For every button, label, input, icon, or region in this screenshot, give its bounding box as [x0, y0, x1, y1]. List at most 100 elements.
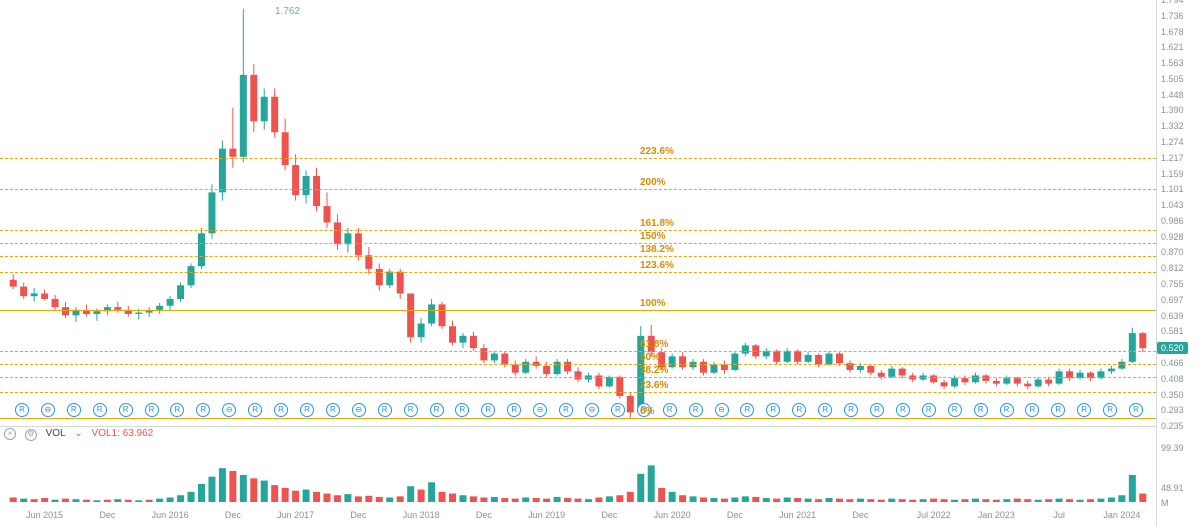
candle-body[interactable] [146, 310, 153, 313]
candle-body[interactable] [177, 285, 184, 299]
candle-body[interactable] [72, 310, 79, 315]
volume-bar[interactable] [805, 499, 812, 502]
indicator-dot[interactable]: R [455, 403, 469, 417]
candle-body[interactable] [470, 336, 477, 348]
candle-body[interactable] [888, 369, 895, 377]
volume-bar[interactable] [376, 497, 383, 502]
candle-body[interactable] [616, 377, 623, 396]
volume-bar[interactable] [397, 496, 404, 502]
candle-body[interactable] [104, 307, 111, 311]
indicator-dot[interactable]: ⊖ [352, 403, 366, 417]
candle-body[interactable] [31, 293, 38, 296]
candle-body[interactable] [564, 362, 571, 372]
volume-bar[interactable] [167, 497, 174, 502]
volume-bar[interactable] [449, 494, 456, 502]
volume-bar[interactable] [899, 499, 906, 502]
candle-body[interactable] [501, 354, 508, 365]
candle-body[interactable] [386, 272, 393, 286]
indicator-dot[interactable]: R [559, 403, 573, 417]
volume-bar[interactable] [1077, 500, 1084, 502]
indicator-dot[interactable]: R [481, 403, 495, 417]
candle-body[interactable] [878, 373, 885, 377]
candle-body[interactable] [365, 255, 372, 269]
candle-body[interactable] [1097, 371, 1104, 378]
candle-body[interactable] [700, 362, 707, 373]
volume-bar[interactable] [815, 499, 822, 502]
indicator-dot[interactable]: R [1051, 403, 1065, 417]
volume-bar[interactable] [731, 497, 738, 502]
volume-bar[interactable] [1129, 475, 1136, 502]
volume-bar[interactable] [888, 499, 895, 502]
indicator-dot[interactable]: R [870, 403, 884, 417]
volume-bar[interactable] [208, 477, 215, 502]
volume-bar[interactable] [31, 499, 38, 502]
candle-body[interactable] [721, 365, 728, 370]
candle-body[interactable] [376, 269, 383, 285]
indicator-dot[interactable]: R [1129, 403, 1143, 417]
indicator-dot[interactable]: R [326, 403, 340, 417]
volume-bar[interactable] [501, 498, 508, 502]
volume-bar[interactable] [104, 500, 111, 502]
indicator-dot[interactable]: R [1025, 403, 1039, 417]
volume-bar[interactable] [941, 499, 948, 502]
candle-body[interactable] [554, 362, 561, 374]
candle-body[interactable] [229, 149, 236, 157]
volume-bar[interactable] [52, 500, 59, 502]
indicator-dot[interactable]: R [196, 403, 210, 417]
volume-bar[interactable] [972, 499, 979, 502]
volume-bar[interactable] [198, 484, 205, 502]
indicator-dot[interactable]: R [766, 403, 780, 417]
candle-body[interactable] [1108, 369, 1115, 372]
volume-bar[interactable] [1035, 500, 1042, 502]
volume-bar[interactable] [752, 497, 759, 502]
candle-body[interactable] [491, 354, 498, 361]
candle-body[interactable] [805, 355, 812, 362]
candle-body[interactable] [867, 366, 874, 373]
volume-bar[interactable] [606, 496, 613, 502]
volume-bar[interactable] [564, 498, 571, 502]
candle-body[interactable] [240, 75, 247, 157]
candle-body[interactable] [1139, 333, 1146, 348]
indicator-dot[interactable]: R [15, 403, 29, 417]
indicator-dot[interactable]: R [922, 403, 936, 417]
candle-body[interactable] [784, 351, 791, 362]
candle-body[interactable] [261, 97, 268, 122]
indicator-dot[interactable]: R [974, 403, 988, 417]
volume-bar[interactable] [323, 494, 330, 502]
indicator-dot[interactable]: R [740, 403, 754, 417]
candle-body[interactable] [208, 192, 215, 233]
candle-body[interactable] [271, 97, 278, 133]
volume-bar[interactable] [271, 485, 278, 502]
volume-bar[interactable] [62, 499, 69, 502]
volume-bar[interactable] [470, 496, 477, 502]
volume-bar[interactable] [344, 494, 351, 502]
volume-bar[interactable] [690, 496, 697, 502]
volume-bar[interactable] [637, 474, 644, 502]
indicator-dot[interactable]: ⊖ [222, 403, 236, 417]
indicator-dot[interactable]: R [663, 403, 677, 417]
volume-bar[interactable] [700, 497, 707, 502]
volume-bar[interactable] [554, 497, 561, 502]
candle-body[interactable] [52, 299, 59, 307]
volume-bar[interactable] [1014, 499, 1021, 502]
volume-bar[interactable] [188, 492, 195, 502]
candle-body[interactable] [344, 233, 351, 244]
volume-bar[interactable] [41, 498, 48, 502]
candle-body[interactable] [10, 280, 17, 287]
volume-bar[interactable] [575, 499, 582, 502]
candle-body[interactable] [125, 310, 132, 314]
candle-body[interactable] [575, 371, 582, 379]
volume-bar[interactable] [1097, 499, 1104, 502]
candle-body[interactable] [282, 132, 289, 165]
volume-bar[interactable] [491, 497, 498, 502]
volume-bar[interactable] [512, 499, 519, 502]
volume-bar[interactable] [951, 500, 958, 502]
candle-body[interactable] [1024, 384, 1031, 387]
candle-body[interactable] [418, 324, 425, 338]
volume-bar[interactable] [1056, 499, 1063, 502]
volume-bar[interactable] [1087, 499, 1094, 502]
indicator-dot[interactable]: R [1000, 403, 1014, 417]
volume-bar[interactable] [710, 498, 717, 502]
volume-bar[interactable] [72, 499, 79, 502]
volume-bar[interactable] [355, 496, 362, 502]
